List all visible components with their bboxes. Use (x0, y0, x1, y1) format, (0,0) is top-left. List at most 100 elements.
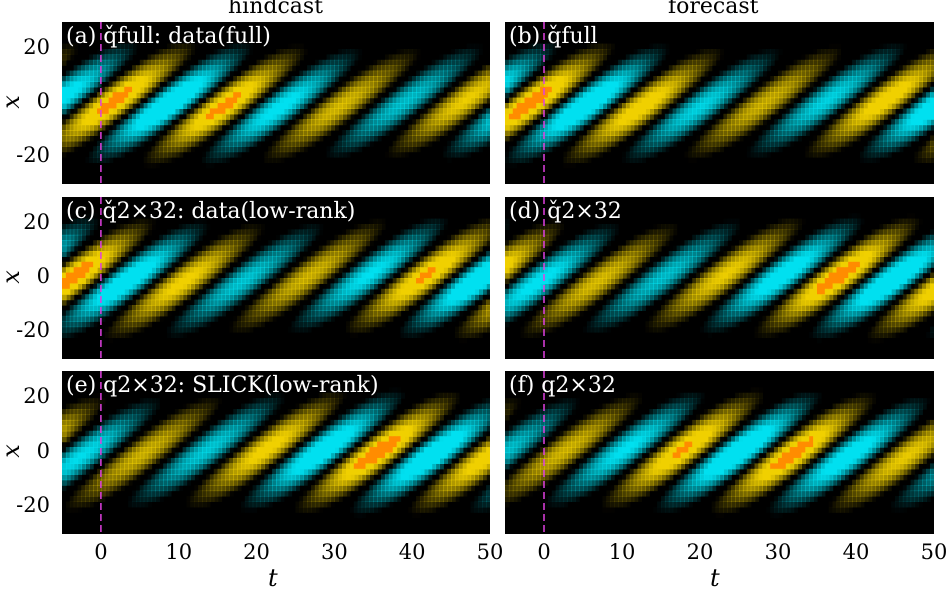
heatmap-cell-c (147, 305, 153, 311)
heatmap-cell-b (820, 103, 826, 109)
heatmap-cell-a (260, 65, 265, 72)
heatmap-cell-b (505, 70, 510, 77)
heatmap-cell-a (322, 130, 328, 136)
heatmap-cell-c (252, 267, 258, 274)
heatmap-cell-b (684, 65, 689, 72)
heatmap-cell-b (762, 97, 767, 104)
heatmap-cell-b (688, 92, 693, 98)
heatmap-cell-a (435, 59, 441, 66)
heatmap-cell-b (930, 54, 934, 61)
heatmap-cell-b (754, 146, 760, 153)
heatmap-cell-a (311, 92, 316, 99)
heatmap-cell-a (237, 151, 242, 158)
heatmap-cell-b (766, 97, 771, 104)
heatmap-cell-b (840, 140, 845, 147)
heatmap-cell-a (221, 140, 227, 147)
heatmap-cell-a (447, 108, 452, 115)
heatmap-cell-c (128, 234, 133, 241)
heatmap-cell-a (104, 92, 110, 99)
heatmap-cell-a (458, 92, 464, 99)
heatmap-cell-c (104, 245, 110, 252)
heatmap-cell-b (731, 86, 736, 93)
heatmap-cell-a (124, 119, 129, 126)
heatmap-cell-a (311, 124, 316, 131)
heatmap-cell-b (754, 70, 760, 77)
heatmap-cell-c (279, 305, 285, 311)
heatmap-cell-c (318, 305, 324, 311)
heatmap-cell-b (805, 54, 810, 61)
heatmap-cell-b (859, 113, 865, 120)
heatmap-cell-b (906, 135, 912, 142)
heatmap-cell-c (182, 245, 188, 252)
heatmap-cell-a (470, 103, 476, 109)
heatmap-cell-a (252, 113, 258, 120)
heatmap-cell-b (563, 119, 568, 126)
heatmap-cell-b (528, 135, 533, 142)
heatmap-cell-b (805, 92, 810, 98)
heatmap-cell-b (797, 124, 802, 131)
heatmap-cell-a (167, 157, 172, 163)
heatmap-cell-c (174, 288, 180, 295)
heatmap-cell-b (602, 54, 607, 61)
heatmap-cell-b (563, 76, 568, 82)
heatmap-cell-b (532, 43, 537, 50)
heatmap-cell-b (657, 76, 662, 82)
heatmap-cell-a (338, 65, 343, 72)
heatmap-cell-b (867, 54, 873, 61)
heatmap-cell-c (93, 240, 98, 247)
heatmap-cell-c (89, 278, 94, 284)
heatmap-cell-b (898, 43, 904, 50)
heatmap-cell-a (217, 65, 223, 72)
heatmap-cell-a (139, 124, 145, 131)
heatmap-cell-b (668, 140, 674, 147)
heatmap-cell-a (143, 108, 149, 115)
heatmap-cell-b (516, 113, 522, 120)
heatmap-cell-a (182, 124, 188, 131)
heatmap-cell-b (906, 119, 912, 126)
heatmap-cell-b (618, 119, 623, 126)
heatmap-cell-a (443, 54, 448, 61)
heatmap-cell-a (225, 146, 230, 153)
heatmap-cell-a (431, 108, 437, 115)
heatmap-cell-b (575, 70, 580, 77)
heatmap-cell-a (279, 65, 285, 72)
heatmap-cell-b (528, 151, 533, 158)
heatmap-cell-a (62, 119, 67, 126)
heatmap-cell-b (731, 76, 736, 82)
heatmap-cell-b (633, 70, 639, 77)
heatmap-cell-a (377, 124, 382, 131)
heatmap-cell-c (167, 332, 171, 338)
heatmap-cell-a (93, 76, 98, 82)
heatmap-cell-c (330, 261, 335, 268)
heatmap-cell-b (926, 124, 931, 131)
heatmap-cell-c (89, 305, 94, 311)
heatmap-cell-a (108, 146, 114, 153)
heatmap-cell-c (65, 229, 71, 236)
heatmap-cell-b (512, 157, 518, 163)
heatmap-cell-b (793, 76, 799, 82)
heatmap-cell-b (828, 140, 834, 147)
heatmap-cell-b (579, 92, 584, 99)
heatmap-cell-a (209, 81, 215, 88)
heatmap-cell-c (295, 283, 300, 290)
heatmap-cell-b (789, 113, 795, 120)
heatmap-cell-c (307, 278, 312, 284)
heatmap-cell-c (104, 305, 110, 311)
heatmap-cell-b (528, 54, 533, 61)
heatmap-a (62, 22, 490, 184)
heatmap-cell-b (789, 119, 795, 126)
heatmap-cell-b (676, 65, 682, 72)
heatmap-cell-a (143, 124, 149, 131)
heatmap-cell-a (369, 135, 374, 142)
heatmap-cell-a (447, 119, 452, 126)
heatmap-cell-a (326, 59, 332, 66)
heatmap-cell-a (233, 113, 238, 120)
heatmap-cell-a (400, 151, 405, 158)
heatmap-cell-b (622, 59, 627, 66)
heatmap-cell-a (295, 135, 300, 142)
heatmap-cell-c (170, 245, 176, 252)
heatmap-cell-a (454, 92, 460, 99)
heatmap-cell-b (520, 86, 526, 93)
heatmap-cell-b (879, 151, 884, 158)
heatmap-cell-a (151, 124, 156, 131)
